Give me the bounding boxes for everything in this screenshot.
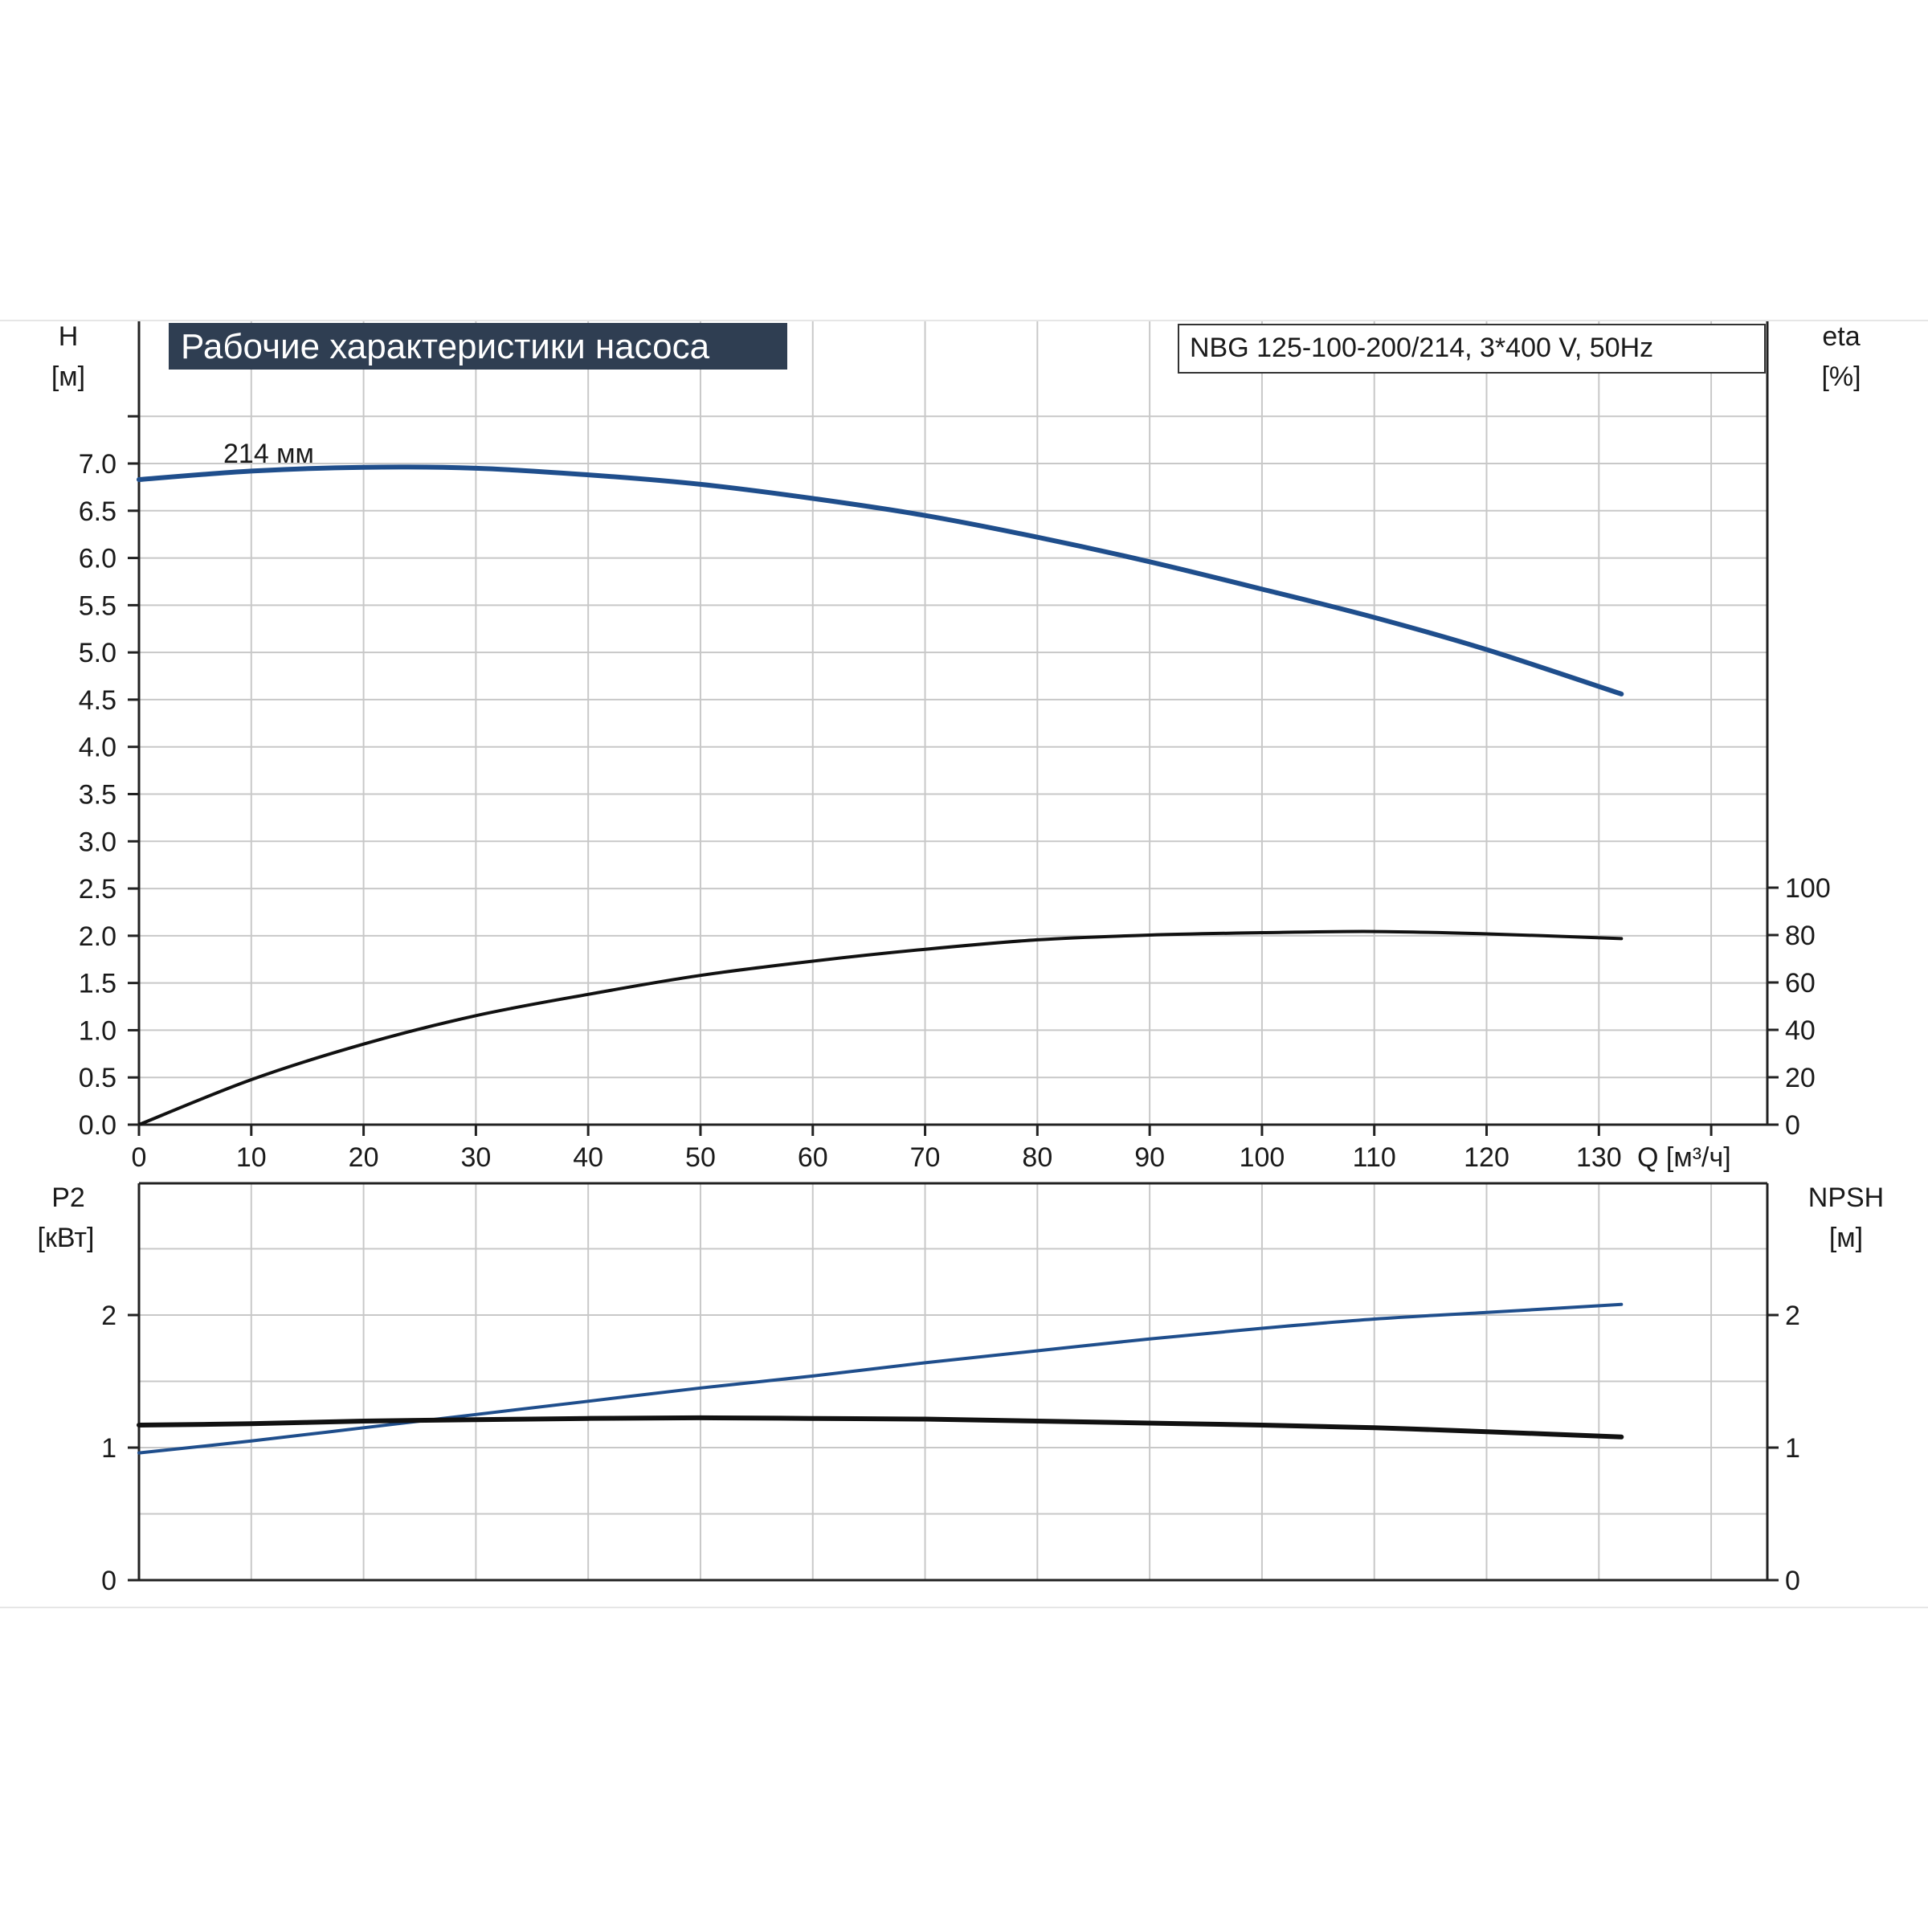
y-right-tick-label: 20 (1785, 1063, 1816, 1093)
eta-axis-label: eta (1822, 321, 1860, 352)
x-tick-label: 120 (1464, 1142, 1509, 1173)
q-axis-label: Q [м³/ч] (1637, 1142, 1731, 1173)
y-tick-label: 0 (101, 1566, 116, 1596)
x-tick-label: 30 (460, 1142, 491, 1173)
npsh-curve (137, 1415, 1624, 1440)
y-tick-label: 3.0 (79, 827, 116, 857)
lower-curves (137, 1302, 1624, 1455)
eta-axis-unit: [%] (1821, 361, 1861, 392)
y-tick-label: 1 (101, 1433, 116, 1464)
x-tick-label: 100 (1240, 1142, 1285, 1173)
x-tick-label: 40 (573, 1142, 603, 1173)
x-tick-label: 50 (685, 1142, 716, 1173)
y-right-tick-label: 100 (1785, 873, 1831, 904)
upper-curves (137, 464, 1624, 1126)
y-tick-label: 2.0 (79, 921, 116, 952)
model-label: NBG 125-100-200/214, 3*400 V, 50Hz (1190, 333, 1653, 363)
chart-title: Рабочие характеристики насоса (181, 327, 710, 366)
y-tick-label: 1.5 (79, 969, 116, 999)
p2-axis-unit: [кВт] (38, 1223, 95, 1253)
h-axis-unit: [м] (51, 361, 85, 392)
y-tick-label: 2.5 (79, 874, 116, 905)
bottom-divider (0, 1607, 1928, 1608)
y-tick-label: 4.0 (79, 733, 116, 763)
y-tick-label: 6.0 (79, 544, 116, 574)
y-right-tick-label: 2 (1785, 1301, 1800, 1331)
y-right-tick-label: 0 (1785, 1566, 1800, 1596)
head-curve-214mm (137, 464, 1624, 696)
y-tick-label: 0.0 (79, 1110, 116, 1141)
x-tick-label: 0 (132, 1142, 147, 1173)
top-divider (0, 320, 1928, 321)
y-tick-label: 3.5 (79, 780, 116, 811)
y-tick-label: 4.5 (79, 685, 116, 716)
x-tick-label: 80 (1022, 1142, 1052, 1173)
lower-grid (137, 1182, 1769, 1582)
npsh-axis-unit: [м] (1829, 1223, 1863, 1253)
y-tick-label: 5.5 (79, 590, 116, 621)
y-tick-label: 1.0 (79, 1015, 116, 1046)
x-tick-label: 110 (1353, 1142, 1396, 1173)
efficiency-curve (137, 929, 1624, 1126)
x-tick-label: 130 (1576, 1142, 1622, 1173)
x-tick-label: 90 (1134, 1142, 1165, 1173)
y-tick-label: 2 (101, 1301, 116, 1331)
y-right-tick-label: 0 (1785, 1110, 1800, 1141)
upper-tick-labels: 0.0 0.5 1.0 1.5 2.0 2.5 3.0 3.5 4.0 4.5 5.0 5.5 6.0 6… (79, 415, 1831, 1173)
curve-label-214: 214 мм (223, 439, 314, 469)
y-tick-label: 7.0 (79, 449, 116, 480)
y-tick-label: 0.5 (79, 1063, 116, 1093)
power-curve (137, 1302, 1624, 1455)
x-tick-label: 60 (798, 1142, 828, 1173)
upper-grid (137, 321, 1769, 1126)
lower-tick-labels: 0 1 2 0 1 2 (101, 1301, 1800, 1596)
npsh-axis-label: NPSH (1808, 1182, 1884, 1213)
title-box (169, 323, 787, 370)
y-right-tick-label: 1 (1785, 1433, 1800, 1464)
p2-axis-label: P2 (51, 1182, 85, 1213)
x-tick-label: 10 (236, 1142, 267, 1173)
model-label-box (1178, 324, 1766, 374)
x-tick-label: 70 (910, 1142, 941, 1173)
y-tick-label: 6.5 (79, 496, 116, 527)
y-tick-label: 5.0 (79, 638, 116, 668)
y-right-tick-label: 80 (1785, 921, 1816, 951)
y-right-tick-label: 60 (1785, 968, 1816, 999)
h-axis-label: H (59, 321, 79, 352)
x-tick-label: 20 (349, 1142, 379, 1173)
y-right-tick-label: 40 (1785, 1015, 1816, 1046)
